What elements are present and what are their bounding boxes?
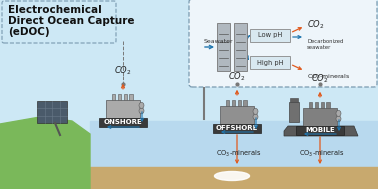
Bar	[250, 29, 290, 42]
Bar	[106, 100, 140, 118]
Bar	[213, 124, 261, 133]
Text: Electrochemical: Electrochemical	[8, 5, 102, 15]
Bar	[290, 98, 298, 102]
Text: CO$_3$-minerals: CO$_3$-minerals	[299, 149, 345, 159]
Bar	[217, 23, 230, 71]
Text: MOBILE: MOBILE	[305, 128, 335, 133]
Bar	[90, 121, 378, 189]
Bar	[112, 94, 115, 100]
Bar	[220, 106, 254, 124]
Text: ONSHORE: ONSHORE	[104, 119, 143, 125]
Text: CO$_3$-minerals: CO$_3$-minerals	[307, 72, 350, 81]
Text: Decarbonized
seawater: Decarbonized seawater	[307, 39, 343, 50]
Polygon shape	[284, 126, 358, 136]
Bar	[118, 94, 121, 100]
Bar	[37, 101, 67, 123]
Bar	[296, 126, 344, 135]
Bar	[321, 102, 324, 108]
Text: CO$_2$: CO$_2$	[114, 64, 132, 77]
Bar	[238, 100, 242, 106]
Ellipse shape	[253, 114, 258, 120]
Text: CO$_2$: CO$_2$	[311, 72, 329, 85]
Polygon shape	[0, 117, 90, 189]
Bar	[232, 100, 235, 106]
Bar	[129, 94, 133, 100]
Text: Direct Ocean Capture: Direct Ocean Capture	[8, 16, 135, 26]
Bar	[243, 100, 247, 106]
Text: (eDOC): (eDOC)	[8, 27, 50, 37]
Text: High pH: High pH	[257, 60, 283, 66]
Bar	[315, 102, 318, 108]
Bar	[250, 56, 290, 69]
Bar	[90, 167, 378, 189]
Text: Seawater: Seawater	[204, 39, 234, 44]
Bar	[289, 102, 299, 122]
Ellipse shape	[139, 108, 144, 114]
Bar	[226, 100, 229, 106]
Text: CO$_2$: CO$_2$	[228, 70, 246, 83]
Ellipse shape	[139, 102, 144, 108]
FancyBboxPatch shape	[189, 0, 377, 87]
Bar	[124, 94, 127, 100]
Text: CO$_3$-minerals: CO$_3$-minerals	[216, 149, 262, 159]
Bar	[327, 102, 330, 108]
Bar	[99, 118, 147, 127]
Text: Low pH: Low pH	[258, 33, 282, 39]
Bar	[234, 23, 247, 71]
Text: OFFSHORE: OFFSHORE	[216, 125, 258, 132]
Bar	[303, 108, 337, 126]
Ellipse shape	[214, 171, 249, 180]
Text: CO$_2$: CO$_2$	[307, 19, 325, 31]
Ellipse shape	[253, 108, 258, 114]
Bar	[309, 102, 312, 108]
Ellipse shape	[336, 116, 341, 122]
Ellipse shape	[336, 110, 341, 116]
